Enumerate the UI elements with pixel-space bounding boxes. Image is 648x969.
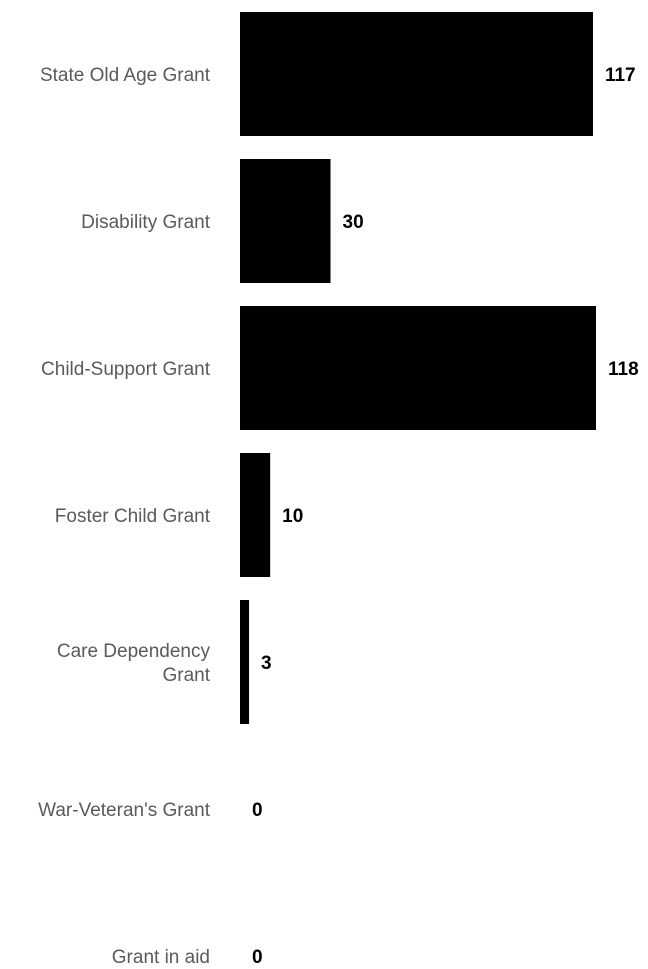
category-label-war-veteran-s-grant: War-Veteran's Grant [38,800,211,821]
value-label-grant-in-aid: 0 [252,947,263,968]
bar-state-old-age-grant [240,12,593,136]
bar-disability-grant [240,159,331,283]
category-label-line: State Old Age Grant [40,65,211,86]
category-label-line: War-Veteran's Grant [38,800,211,821]
category-label-line: Grant in aid [112,947,210,968]
category-label-line: Care Dependency [57,641,211,662]
value-label-child-support-grant: 118 [608,359,639,380]
category-label-line: Child-Support Grant [41,359,211,380]
category-label-grant-in-aid: Grant in aid [112,947,210,968]
category-label-line: Foster Child Grant [55,506,211,527]
category-label-line: Disability Grant [81,212,211,233]
value-label-foster-child-grant: 10 [282,506,303,527]
category-label-disability-grant: Disability Grant [81,212,211,233]
bar-care-dependency-grant [240,600,250,724]
value-label-war-veteran-s-grant: 0 [252,800,263,821]
category-label-care-dependency-grant: Care Dependency Grant [57,641,211,686]
category-label-child-support-grant: Child-Support Grant [41,359,211,380]
value-label-state-old-age-grant: 117 [605,65,636,86]
category-labels: State Old Age Grant Disability Grant Child… [38,65,211,968]
value-label-disability-grant: 30 [343,212,364,233]
bar-child-support-grant [240,306,596,430]
bar-foster-child-grant [240,453,271,577]
bars [240,12,596,724]
value-label-care-dependency-grant: 3 [261,653,272,674]
category-label-line: Grant [162,665,210,686]
category-label-foster-child-grant: Foster Child Grant [55,506,211,527]
category-label-state-old-age-grant: State Old Age Grant [40,65,211,86]
